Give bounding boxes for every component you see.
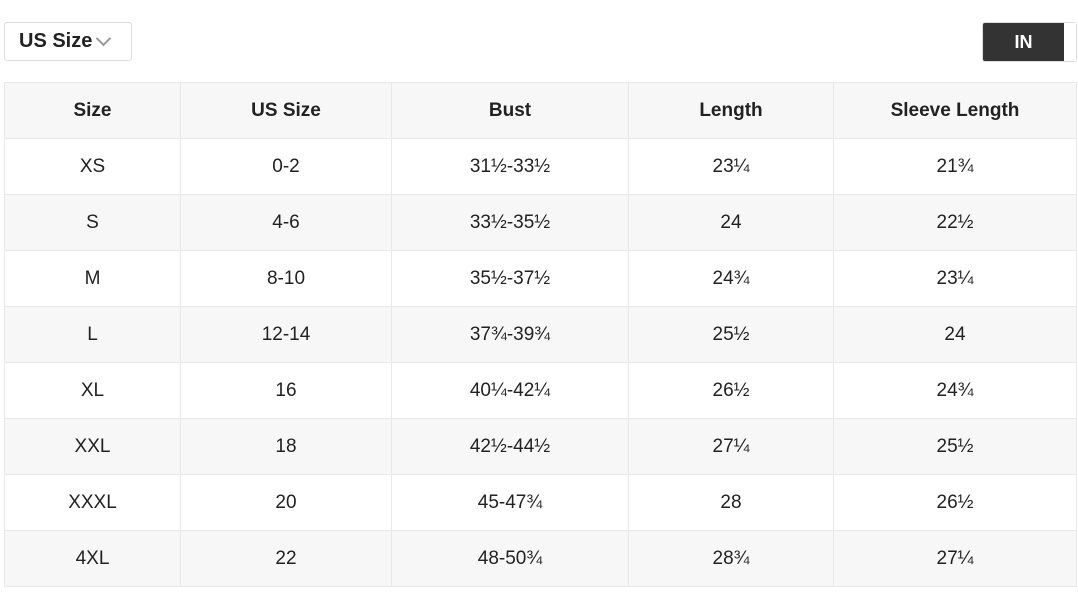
table-row: M 8-10 35½-37½ 24¾ 23¼ — [4, 250, 1077, 307]
table-cell: M — [4, 250, 181, 307]
table-row: XXL 18 42½-44½ 27¼ 25½ — [4, 418, 1077, 475]
table-row: XXXL 20 45-47¾ 28 26½ — [4, 474, 1077, 531]
table-cell: XL — [4, 362, 181, 419]
size-standard-value: US Size — [19, 30, 93, 52]
column-header: Size — [4, 82, 181, 139]
table-cell: 28 — [628, 474, 834, 531]
column-header: Length — [628, 82, 834, 139]
table-cell: 40¼-42¼ — [391, 362, 629, 419]
table-cell: 48-50¾ — [391, 530, 629, 587]
table-cell: 0-2 — [180, 138, 392, 195]
table-header-row: Size US Size Bust Length Sleeve Length — [4, 82, 1077, 139]
table-cell: 23¼ — [628, 138, 834, 195]
table-cell: 25½ — [833, 418, 1077, 475]
table-cell: 42½-44½ — [391, 418, 629, 475]
table-cell: 22½ — [833, 194, 1077, 251]
unit-cm-button[interactable] — [1064, 23, 1076, 61]
table-cell: 24 — [628, 194, 834, 251]
table-cell: 24 — [833, 306, 1077, 363]
table-cell: 24¾ — [628, 250, 834, 307]
unit-toggle[interactable]: IN — [982, 22, 1077, 62]
table-cell: 26½ — [833, 474, 1077, 531]
table-row: L 12-14 37¾-39¾ 25½ 24 — [4, 306, 1077, 363]
table-cell: 37¾-39¾ — [391, 306, 629, 363]
table-row: S 4-6 33½-35½ 24 22½ — [4, 194, 1077, 251]
table-cell: 26½ — [628, 362, 834, 419]
table-cell: 35½-37½ — [391, 250, 629, 307]
table-cell: 25½ — [628, 306, 834, 363]
table-cell: 27¼ — [628, 418, 834, 475]
table-cell: 33½-35½ — [391, 194, 629, 251]
table-cell: 4-6 — [180, 194, 392, 251]
column-header: Sleeve Length — [833, 82, 1077, 139]
table-cell: L — [4, 306, 181, 363]
table-cell: 21¾ — [833, 138, 1077, 195]
table-row: XL 16 40¼-42¼ 26½ 24¾ — [4, 362, 1077, 419]
table-cell: S — [4, 194, 181, 251]
table-cell: XXXL — [4, 474, 181, 531]
table-cell: 23¼ — [833, 250, 1077, 307]
table-cell: 24¾ — [833, 362, 1077, 419]
table-cell: 4XL — [4, 530, 181, 587]
table-cell: 16 — [180, 362, 392, 419]
table-cell: 20 — [180, 474, 392, 531]
table-row: 4XL 22 48-50¾ 28¾ 27¼ — [4, 530, 1077, 587]
table-cell: 27¼ — [833, 530, 1077, 587]
column-header: US Size — [180, 82, 392, 139]
table-cell: 8-10 — [180, 250, 392, 307]
table-cell: 18 — [180, 418, 392, 475]
table-cell: XS — [4, 138, 181, 195]
size-chart-table: Size US Size Bust Length Sleeve Length XS 0-2… — [4, 82, 1077, 587]
table-cell: 12-14 — [180, 306, 392, 363]
table-cell: 45-47¾ — [391, 474, 629, 531]
chevron-down-icon — [96, 30, 112, 47]
column-header: Bust — [391, 82, 629, 139]
table-cell: 22 — [180, 530, 392, 587]
table-cell: 28¾ — [628, 530, 834, 587]
table-cell: XXL — [4, 418, 181, 475]
unit-in-button[interactable]: IN — [983, 23, 1064, 61]
table-row: XS 0-2 31½-33½ 23¼ 21¾ — [4, 138, 1077, 195]
size-standard-select[interactable]: US Size — [4, 22, 132, 61]
table-cell: 31½-33½ — [391, 138, 629, 195]
